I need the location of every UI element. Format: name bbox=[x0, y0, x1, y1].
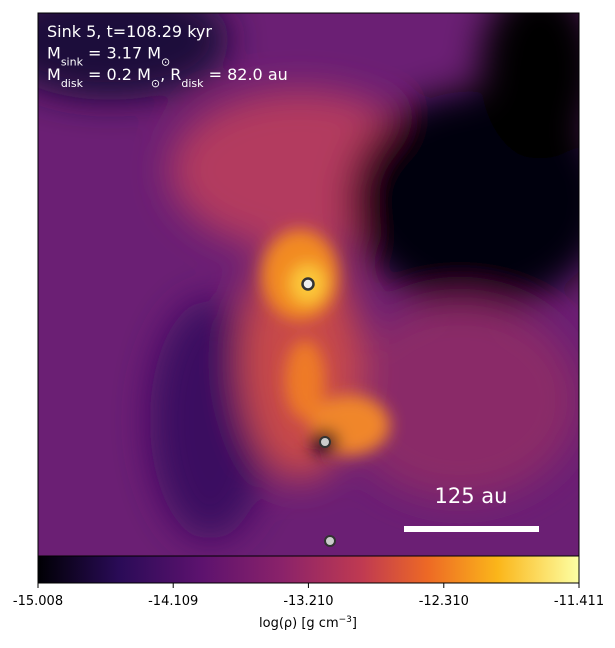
annotation-line: Mdisk = 0.2 M⊙, Rdisk = 82.0 au bbox=[47, 65, 288, 90]
colorbar-label: log(ρ) [g cm−3] bbox=[259, 615, 357, 631]
subscript: disk bbox=[181, 77, 204, 90]
annotation-line: Sink 5, t=108.29 kyr bbox=[47, 22, 212, 41]
text-run: Sink 5, t=108.29 kyr bbox=[47, 22, 212, 41]
text-run: M bbox=[47, 44, 61, 63]
text-run: log(ρ) [g cm bbox=[259, 616, 339, 631]
subscript: sink bbox=[61, 55, 84, 68]
subscript: ⊙ bbox=[151, 77, 160, 90]
superscript: −3 bbox=[339, 615, 352, 625]
colorbar-tick-label: -12.310 bbox=[419, 594, 469, 609]
subscript: ⊙ bbox=[161, 55, 170, 68]
sinks bbox=[301, 277, 336, 547]
text-run: M bbox=[47, 65, 61, 84]
colorbar-axis: -15.008 -14.109 -13.210 -12.310 -11.411 bbox=[13, 583, 604, 609]
text-run: = 3.17 M bbox=[83, 44, 161, 63]
text-run: ] bbox=[352, 616, 357, 631]
colorbar-tick-label: -15.008 bbox=[13, 594, 63, 609]
annotation-line: Msink = 3.17 M⊙ bbox=[47, 44, 170, 69]
colorbar-tick-label: -13.210 bbox=[283, 594, 333, 609]
text-run: = 82.0 au bbox=[204, 65, 288, 84]
scale-bar-label: 125 au bbox=[435, 484, 508, 508]
colorbar-tick-label: -14.109 bbox=[148, 594, 198, 609]
text-run: , R bbox=[160, 65, 181, 84]
colorbar-tick-label: -11.411 bbox=[554, 594, 604, 609]
density-map bbox=[38, 13, 579, 556]
sink bbox=[319, 436, 331, 448]
sink bbox=[324, 535, 336, 547]
colorbar bbox=[37, 555, 580, 584]
subscript: disk bbox=[61, 77, 84, 90]
sink bbox=[301, 277, 315, 291]
text-run: = 0.2 M bbox=[83, 65, 151, 84]
